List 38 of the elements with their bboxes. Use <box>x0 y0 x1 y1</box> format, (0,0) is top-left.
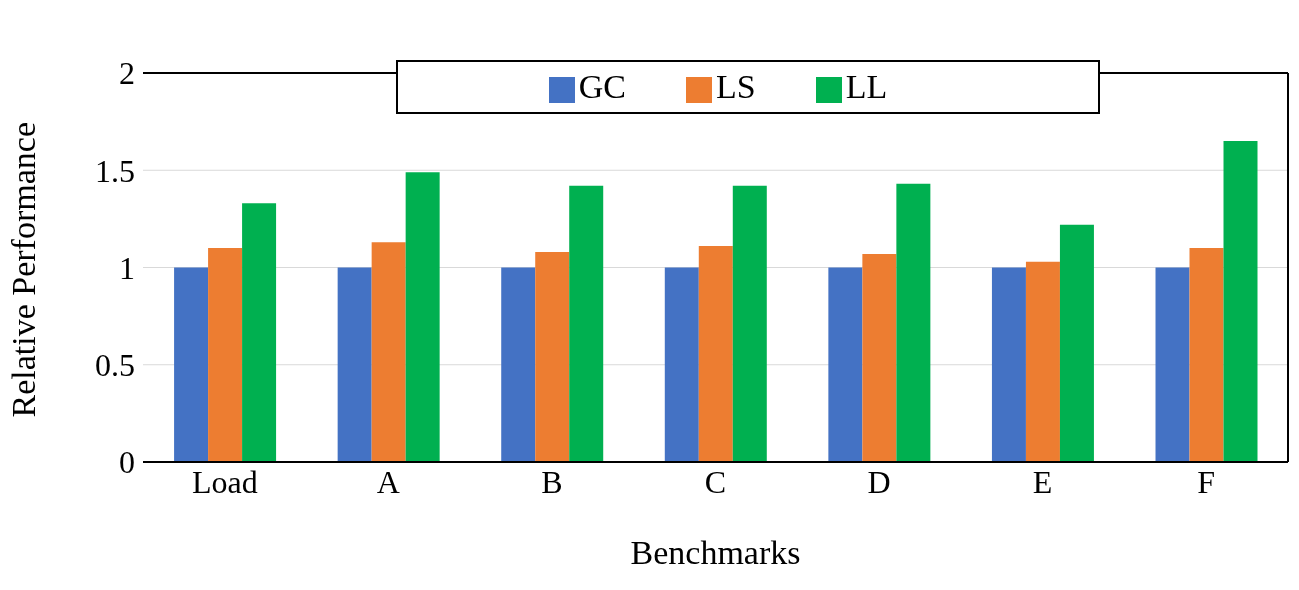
bar <box>1025 261 1060 462</box>
bar <box>405 172 440 462</box>
x-tick-label: D <box>867 463 891 500</box>
bar <box>535 251 570 462</box>
bar <box>896 183 931 462</box>
bar <box>732 185 767 462</box>
y-axis-title: Relative Performance <box>5 122 43 418</box>
x-tick-label: A <box>376 463 400 500</box>
bar <box>371 242 406 462</box>
bar <box>242 203 277 462</box>
legend-label: LS <box>716 68 756 105</box>
legend-label: LL <box>845 68 888 105</box>
bar <box>664 267 699 462</box>
bar <box>174 267 209 462</box>
bar <box>1189 248 1224 462</box>
y-tick-label: 1.5 <box>95 152 135 189</box>
y-tick-label: 1 <box>119 249 135 286</box>
y-tick-label: 2 <box>119 55 135 92</box>
bar <box>1155 267 1190 462</box>
bar <box>569 185 604 462</box>
bar <box>828 267 863 462</box>
bar <box>698 246 733 462</box>
bar <box>337 267 372 462</box>
x-tick-label: F <box>1197 463 1216 500</box>
bar <box>1223 141 1258 462</box>
legend-label: GC <box>578 68 626 105</box>
bar <box>862 253 897 462</box>
bar <box>991 267 1026 462</box>
x-tick-label: E <box>1032 463 1053 500</box>
x-tick-label: Load <box>191 463 258 500</box>
x-tick-label: C <box>704 463 727 500</box>
y-tick-label: 0.5 <box>95 347 135 384</box>
bar <box>208 248 243 462</box>
x-axis-title: Benchmarks <box>630 534 801 571</box>
bar <box>1059 224 1094 462</box>
x-tick-label: B <box>541 463 563 500</box>
y-tick-label: 0 <box>119 444 135 481</box>
bar <box>501 267 536 462</box>
